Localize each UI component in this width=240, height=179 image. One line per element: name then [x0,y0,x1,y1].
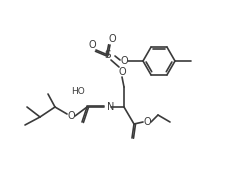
Text: O: O [118,67,126,77]
Text: O: O [67,111,75,121]
Text: O: O [88,40,96,50]
Text: HO: HO [71,86,85,96]
Text: N: N [107,102,114,112]
Text: O: O [120,56,128,66]
Text: O: O [143,117,151,127]
Text: O: O [108,34,116,44]
Text: S: S [105,50,111,60]
